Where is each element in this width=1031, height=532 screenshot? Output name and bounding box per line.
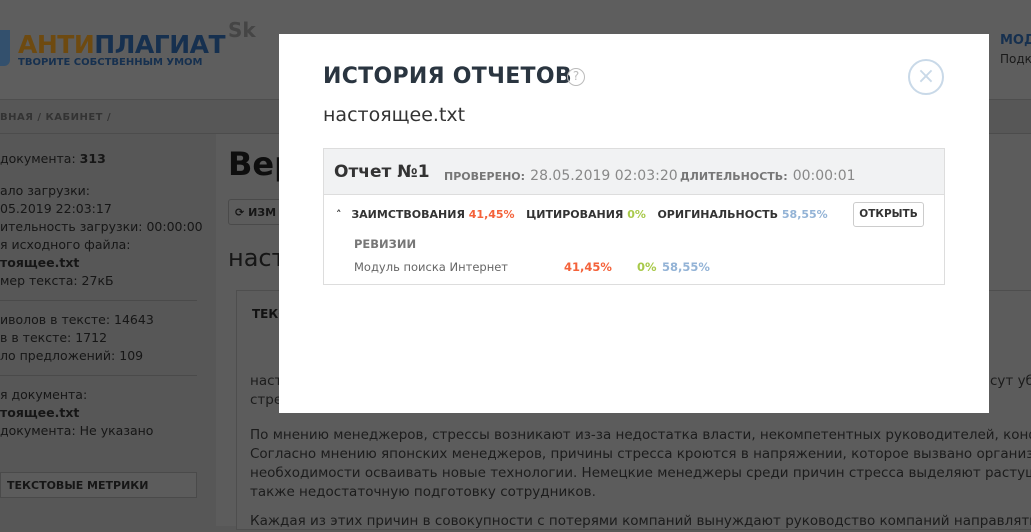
borrow-value: 41,45% bbox=[468, 208, 515, 221]
info-line: ительность загрузки: 00:00:00 bbox=[0, 219, 203, 234]
change-button-label: ИЗМ bbox=[248, 206, 277, 219]
doc-id-value: 313 bbox=[79, 151, 106, 166]
report-history-modal: ИСТОРИЯ ОТЧЕТОВ ? × настоящее.txt Отчет … bbox=[279, 34, 989, 413]
info-line: я исходного файла: bbox=[0, 237, 131, 252]
logo-part2: ПЛАГИАТ bbox=[94, 30, 226, 59]
user-title[interactable]: МОД bbox=[1000, 33, 1031, 48]
collapse-icon[interactable]: ˄ bbox=[336, 208, 342, 221]
revisions-label: РЕВИЗИИ bbox=[354, 237, 417, 251]
doc-type: документа: Не указано bbox=[0, 423, 154, 438]
metric-line: в в тексте: 1712 bbox=[0, 330, 108, 345]
refresh-icon: ⟳ bbox=[235, 206, 245, 219]
revision-cite: 0% bbox=[637, 260, 657, 274]
doc-name-label: я документа: bbox=[0, 387, 88, 402]
orig-value: 58,55% bbox=[781, 208, 828, 221]
slogan: ТВОРИТЕ СОБСТВЕННЫМ УМОМ bbox=[18, 57, 203, 68]
logo-part1: АНТИ bbox=[18, 30, 95, 59]
doc-name: тоящее.txt bbox=[0, 405, 80, 420]
open-report-button[interactable]: ОТКРЫТЬ bbox=[853, 202, 924, 227]
breadcrumb[interactable]: ВНАЯ / КАБИНЕТ / bbox=[0, 112, 112, 123]
metric-line: ло предложений: 109 bbox=[0, 348, 144, 363]
cite-label: ЦИТИРОВАНИЯ bbox=[526, 208, 624, 221]
modal-title: ИСТОРИЯ ОТЧЕТОВ bbox=[323, 64, 572, 89]
checked-value: 28.05.2019 02:03:20 bbox=[530, 168, 678, 184]
orig-label: ОРИГИНАЛЬНОСТЬ bbox=[657, 208, 779, 221]
close-icon[interactable]: × bbox=[908, 59, 944, 95]
borrow-label: ЗАИМСТВОВАНИЯ bbox=[351, 208, 465, 221]
text-size: мер текста: 27кБ bbox=[0, 273, 114, 288]
text-line: Согласно мнению японских менеджеров, при… bbox=[250, 446, 1031, 462]
document-info-sidebar: документа: 313 ало загрузки: 05.2019 22:… bbox=[0, 150, 203, 440]
doc-id: документа: 313 bbox=[0, 150, 200, 168]
divider bbox=[0, 300, 197, 301]
duration-value: 00:00:01 bbox=[792, 168, 856, 184]
divider bbox=[0, 375, 197, 376]
checked-label: ПРОВЕРЕНО: bbox=[444, 170, 526, 183]
info-line: ало загрузки: bbox=[0, 183, 91, 198]
text-line: По мнению менеджеров, стрессы возникают … bbox=[250, 427, 1031, 443]
duration-label: ДЛИТЕЛЬНОСТЬ: bbox=[680, 170, 788, 183]
revision-borrow: 41,45% bbox=[564, 260, 612, 274]
user-subtitle[interactable]: Подк bbox=[1000, 52, 1031, 66]
help-icon[interactable]: ? bbox=[567, 68, 585, 86]
report-stats: ˄ ЗАИМСТВОВАНИЯ 41,45% ЦИТИРОВАНИЯ 0% ОР… bbox=[336, 208, 828, 221]
revision-module: Модуль поиска Интернет bbox=[354, 260, 508, 274]
text-metrics-button[interactable]: ТЕКСТОВЫЕ МЕТРИКИ bbox=[0, 472, 197, 498]
duration-info: ДЛИТЕЛЬНОСТЬ: 00:00:01 bbox=[680, 165, 856, 184]
text-line: Каждая из этих причин в совокупности с п… bbox=[250, 513, 1031, 529]
doc-id-label: документа: bbox=[0, 151, 76, 166]
logo[interactable]: АНТИПЛАГИАТ bbox=[18, 30, 226, 59]
logo-shield-icon bbox=[0, 30, 10, 66]
cite-value: 0% bbox=[627, 208, 646, 221]
report-name: Отчет №1 bbox=[334, 162, 430, 182]
text-line: необходимости осваивать новые технологии… bbox=[250, 465, 1031, 481]
skolkovo-logo: Sk bbox=[228, 18, 256, 42]
checked-info: ПРОВЕРЕНО: 28.05.2019 02:03:20 bbox=[444, 165, 678, 184]
info-line: 05.2019 22:03:17 bbox=[0, 201, 112, 216]
tab-text[interactable]: ТЕКС bbox=[252, 307, 287, 321]
text-line: наст bbox=[250, 373, 283, 389]
modal-filename: настоящее.txt bbox=[323, 104, 466, 126]
source-filename: тоящее.txt bbox=[0, 255, 80, 270]
report-card: Отчет №1 ПРОВЕРЕНО: 28.05.2019 02:03:20 … bbox=[323, 148, 945, 285]
text-line: также недостаточную подготовку сотрудник… bbox=[250, 484, 596, 500]
metric-line: иволов в тексте: 14643 bbox=[0, 312, 154, 327]
revision-orig: 58,55% bbox=[662, 260, 710, 274]
text-line: сут уб bbox=[990, 373, 1031, 389]
text-line: стре bbox=[250, 392, 283, 408]
report-header: Отчет №1 ПРОВЕРЕНО: 28.05.2019 02:03:20 … bbox=[324, 149, 944, 195]
